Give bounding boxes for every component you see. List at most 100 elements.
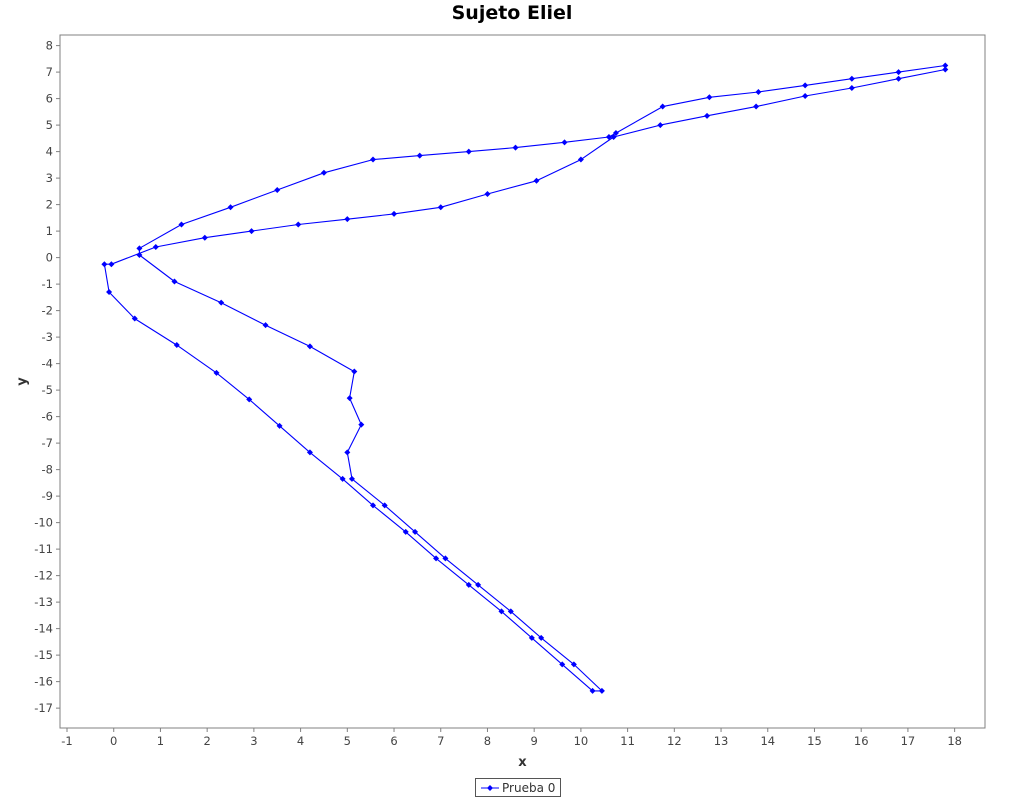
data-point (433, 555, 440, 562)
y-tick-label: -9 (42, 489, 53, 503)
data-point (570, 661, 577, 668)
data-point (306, 449, 313, 456)
data-point (465, 581, 472, 588)
data-point (412, 528, 419, 535)
x-tick-label: 11 (620, 734, 635, 748)
data-point (605, 134, 612, 141)
y-tick-label: -8 (42, 463, 53, 477)
data-point (351, 368, 358, 375)
data-point (538, 634, 545, 641)
data-point (381, 502, 388, 509)
data-point (108, 261, 115, 268)
data-point (465, 148, 472, 155)
y-tick-label: -11 (34, 542, 53, 556)
data-point (339, 475, 346, 482)
data-point (370, 502, 377, 509)
data-point (173, 342, 180, 349)
y-tick-label: 2 (46, 198, 53, 212)
data-point (402, 528, 409, 535)
x-tick-label: 7 (437, 734, 444, 748)
data-point (559, 661, 566, 668)
x-tick-label: -1 (61, 734, 72, 748)
data-point (246, 396, 253, 403)
x-tick-label: 5 (344, 734, 351, 748)
data-point (391, 210, 398, 217)
data-point (274, 187, 281, 194)
data-point (942, 66, 949, 73)
x-tick-label: 4 (297, 734, 304, 748)
data-point (498, 608, 505, 615)
x-tick-label: 14 (760, 734, 775, 748)
series-layer (101, 62, 949, 694)
x-tick-label: 10 (574, 734, 589, 748)
data-point (755, 88, 762, 95)
legend-label: Prueba 0 (502, 780, 556, 795)
data-point (262, 322, 269, 329)
x-tick-label: 2 (203, 734, 210, 748)
x-tick-label: 0 (110, 734, 117, 748)
y-tick-label: 4 (46, 145, 53, 159)
data-point (802, 92, 809, 99)
x-tick-label: 18 (947, 734, 962, 748)
y-tick-label: -1 (42, 277, 53, 291)
data-point (171, 278, 178, 285)
x-axis: -1 0 1 2 3 4 5 6 7 8 9 10 11 12 13 14 15 16 17 18 (61, 728, 962, 748)
data-point (131, 315, 138, 322)
legend-swatch-icon (481, 784, 499, 791)
y-axis: 8 7 6 5 4 3 2 1 0 -1 -2 -3 -4 -5 -6 -7 -8 -9 -10 -11 -12 -13 -… (34, 39, 60, 715)
y-tick-label: -12 (34, 569, 53, 583)
data-point (612, 130, 619, 137)
y-axis-label: y (15, 377, 30, 386)
data-point (528, 634, 535, 641)
data-point (295, 221, 302, 228)
data-point (344, 216, 351, 223)
data-point (248, 228, 255, 235)
x-tick-label: 8 (484, 734, 491, 748)
data-point (942, 62, 949, 69)
y-tick-label: -15 (34, 648, 53, 662)
data-point (659, 103, 666, 110)
data-point (753, 103, 760, 110)
data-point (706, 94, 713, 101)
data-point (802, 82, 809, 89)
x-tick-label: 6 (390, 734, 397, 748)
data-point (370, 156, 377, 163)
data-point (895, 75, 902, 82)
data-point (598, 687, 605, 694)
data-point (442, 555, 449, 562)
y-tick-label: 3 (46, 171, 53, 185)
data-point (589, 687, 596, 694)
y-tick-label: 0 (46, 251, 53, 265)
data-point (346, 395, 353, 402)
x-tick-label: 15 (807, 734, 822, 748)
y-tick-label: -16 (34, 675, 53, 689)
y-tick-label: -4 (42, 357, 53, 371)
data-point (577, 156, 584, 163)
x-tick-label: 3 (250, 734, 257, 748)
plot-area (59, 34, 986, 729)
data-point (848, 75, 855, 82)
data-point (306, 343, 313, 350)
y-tick-label: -5 (42, 383, 53, 397)
data-point (348, 475, 355, 482)
data-point (512, 144, 519, 151)
y-tick-label: 8 (46, 39, 53, 53)
data-point (475, 581, 482, 588)
x-tick-label: 17 (901, 734, 916, 748)
y-tick-label: 1 (46, 224, 53, 238)
data-point (227, 204, 234, 211)
data-point (895, 69, 902, 76)
y-tick-label: 7 (46, 65, 53, 79)
y-tick-label: -2 (42, 304, 53, 318)
data-point (213, 369, 220, 376)
data-point (484, 191, 491, 198)
data-point (201, 234, 208, 241)
y-tick-label: -3 (42, 330, 53, 344)
data-point (152, 244, 159, 251)
x-tick-label: 13 (714, 734, 729, 748)
y-tick-label: -14 (34, 622, 53, 636)
y-tick-label: -6 (42, 410, 53, 424)
data-point (416, 152, 423, 159)
y-tick-label: -17 (34, 701, 53, 715)
data-point (101, 261, 108, 268)
